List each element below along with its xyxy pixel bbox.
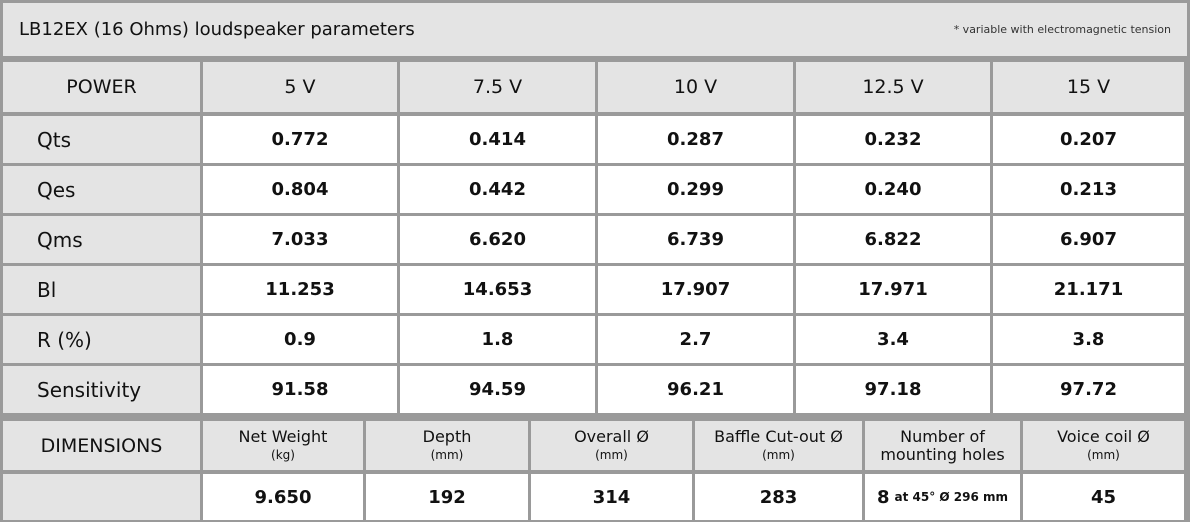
value-cell: 0.213 [993, 166, 1184, 213]
column-header: 12.5 V [796, 62, 990, 112]
dimension-value: 283 [695, 474, 862, 520]
dimension-header: Net Weight (kg) [203, 421, 363, 470]
dimension-value: 45 [1023, 474, 1184, 520]
dimension-header: Overall Ø (mm) [531, 421, 692, 470]
value-cell: 6.739 [598, 216, 793, 263]
row-label: Sensitivity [3, 366, 200, 413]
value-cell: 0.414 [400, 116, 595, 163]
dimension-value: 9.650 [203, 474, 363, 520]
value-main: 8 [876, 486, 890, 508]
dimension-unit: (kg) [271, 447, 295, 462]
dimension-name: Voice coil Ø [1057, 426, 1150, 446]
value-cell: 3.8 [993, 316, 1184, 363]
value-cell: 14.653 [400, 266, 595, 313]
value-cell: 97.18 [796, 366, 990, 413]
value-cell: 3.4 [796, 316, 990, 363]
value-cell: 21.171 [993, 266, 1184, 313]
dimension-header: Baffle Cut-out Ø (mm) [695, 421, 862, 470]
dimension-header: Number of mounting holes [865, 421, 1020, 470]
dimension-unit: (mm) [762, 447, 795, 462]
value-cell: 0.442 [400, 166, 595, 213]
title: LB12EX (16 Ohms) loudspeaker parameters [19, 19, 415, 40]
value-cell: 1.8 [400, 316, 595, 363]
value-cell: 96.21 [598, 366, 793, 413]
note: * variable with electromagnetic tension [953, 23, 1171, 36]
row-label: Bl [3, 266, 200, 313]
value-cell: 6.620 [400, 216, 595, 263]
value-cell: 0.772 [203, 116, 397, 163]
dimension-name: Overall Ø [574, 426, 649, 446]
dimension-name: Depth [422, 426, 472, 446]
dimensions-blank [3, 474, 200, 520]
value-cell: 0.804 [203, 166, 397, 213]
row-label: R (%) [3, 316, 200, 363]
value-cell: 6.822 [796, 216, 990, 263]
column-header: 15 V [993, 62, 1184, 112]
title-bar: LB12EX (16 Ohms) loudspeaker parameters … [3, 3, 1187, 56]
value-note: at 45° Ø 296 mm [894, 490, 1009, 504]
value-cell: 91.58 [203, 366, 397, 413]
value-cell: 11.253 [203, 266, 397, 313]
value-cell: 0.299 [598, 166, 793, 213]
value-cell: 17.907 [598, 266, 793, 313]
value-cell: 0.240 [796, 166, 990, 213]
value-cell: 0.287 [598, 116, 793, 163]
dimension-value: 314 [531, 474, 692, 520]
dimension-unit: (mm) [595, 447, 628, 462]
value-cell: 7.033 [203, 216, 397, 263]
column-header: 7.5 V [400, 62, 595, 112]
value-cell: 2.7 [598, 316, 793, 363]
dimension-value: 8 at 45° Ø 296 mm [865, 474, 1020, 520]
row-label: Qes [3, 166, 200, 213]
dimensions-label: DIMENSIONS [3, 421, 200, 470]
value-cell: 0.207 [993, 116, 1184, 163]
dimension-unit: (mm) [430, 447, 464, 462]
dimension-header: Depth (mm) [366, 421, 528, 470]
row-label: Qms [3, 216, 200, 263]
dimension-header: Voice coil Ø (mm) [1023, 421, 1184, 470]
dimension-value: 192 [366, 474, 528, 520]
value-cell: 17.971 [796, 266, 990, 313]
value-cell: 0.9 [203, 316, 397, 363]
dimension-unit: (mm) [1087, 447, 1120, 462]
column-header: 5 V [203, 62, 397, 112]
value-cell: 94.59 [400, 366, 595, 413]
row-label: Qts [3, 116, 200, 163]
value-cell: 0.232 [796, 116, 990, 163]
value-cell: 6.907 [993, 216, 1184, 263]
dimension-name: Number of mounting holes [880, 426, 1005, 464]
column-header: POWER [3, 62, 200, 112]
dimension-name: Net Weight [238, 426, 328, 446]
dimension-name: Baffle Cut-out Ø [714, 426, 843, 446]
value-cell: 97.72 [993, 366, 1184, 413]
column-header: 10 V [598, 62, 793, 112]
